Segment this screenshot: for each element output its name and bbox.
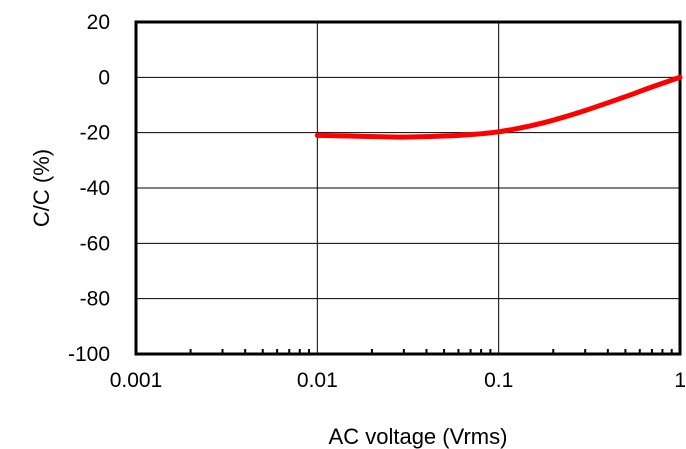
y-tick-labels: 20 0 -20 -40 -60 -80 -100 [68,11,110,366]
y-tick-label: -100 [68,343,110,366]
x-tick-label: 0.001 [110,369,163,392]
series-layer [314,74,683,140]
y-tick-label: -60 [80,232,110,255]
y-tick-label: 20 [87,11,110,34]
x-tick-labels: 0.001 0.01 0.1 1 [110,369,686,392]
series-line-0 [314,74,683,140]
plot-frame [134,20,682,356]
grid-lines [136,22,680,354]
x-tick-label: 0.1 [484,369,513,392]
x-axis-label: AC voltage (Vrms) [329,424,508,449]
x-tick-label: 1 [674,369,686,392]
y-tick-label: -20 [80,122,110,145]
y-axis-label: C/C (%) [29,149,54,227]
y-tick-label: -80 [80,288,110,311]
y-tick-label: -40 [80,177,110,200]
x-tick-label: 0.01 [297,369,338,392]
y-tick-label: 0 [98,66,110,89]
